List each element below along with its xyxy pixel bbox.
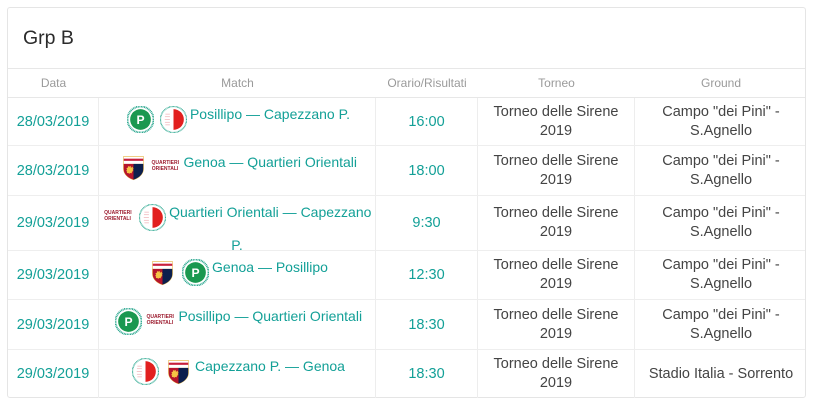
svg-text:P: P xyxy=(124,314,132,328)
svg-text:P: P xyxy=(191,265,199,279)
svg-text:P: P xyxy=(136,112,144,126)
